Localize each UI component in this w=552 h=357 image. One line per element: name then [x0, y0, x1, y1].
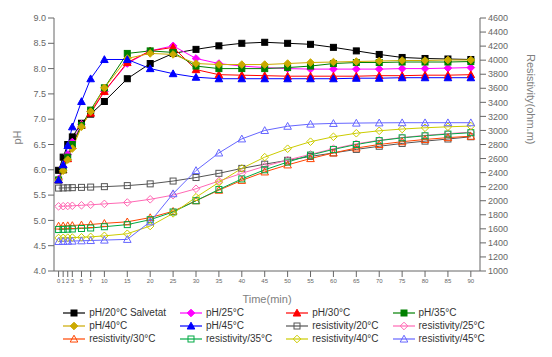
svg-text:3: 3 — [71, 278, 75, 284]
html-text:pH/40°C: pH/40°C — [89, 320, 128, 331]
svg-text:3200: 3200 — [488, 112, 508, 122]
svg-text:4.5: 4.5 — [33, 241, 46, 251]
svg-text:2000: 2000 — [488, 196, 508, 206]
svg-text:40: 40 — [238, 278, 245, 284]
svg-text:1: 1 — [61, 278, 65, 284]
svg-text:1800: 1800 — [488, 210, 508, 220]
svg-text:80: 80 — [422, 278, 429, 284]
svg-text:85: 85 — [445, 278, 452, 284]
html-text:resistivity/45°C: resistivity/45°C — [418, 333, 485, 344]
html-text:resistivity/25°C: resistivity/25°C — [418, 320, 485, 331]
svg-text:70: 70 — [376, 278, 383, 284]
html-text:resistivity/20°C: resistivity/20°C — [312, 320, 379, 331]
html-text:pH/45°C: pH/45°C — [206, 320, 244, 331]
svg-text:7: 7 — [89, 278, 93, 284]
html-text:resistivity/35°C: resistivity/35°C — [206, 333, 273, 344]
svg-text:7.0: 7.0 — [33, 114, 46, 124]
svg-text:3800: 3800 — [488, 69, 508, 79]
svg-text:2: 2 — [66, 278, 70, 284]
svg-text:1400: 1400 — [488, 238, 508, 248]
svg-text:15: 15 — [124, 278, 131, 284]
svg-text:75: 75 — [399, 278, 406, 284]
html-text:pH/30°C: pH/30°C — [312, 307, 351, 318]
svg-text:4000: 4000 — [488, 55, 508, 65]
svg-text:10: 10 — [101, 278, 108, 284]
html-text:pH/20°C Salvetat: pH/20°C Salvetat — [89, 307, 166, 318]
svg-text:pH: pH — [11, 130, 23, 144]
svg-text:Resistivity(ohm.m): Resistivity(ohm.m) — [525, 54, 537, 144]
svg-text:3600: 3600 — [488, 83, 508, 93]
svg-text:45: 45 — [261, 278, 268, 284]
svg-text:90: 90 — [467, 278, 474, 284]
svg-text:20: 20 — [147, 278, 154, 284]
svg-text:2400: 2400 — [488, 168, 508, 178]
svg-text:1600: 1600 — [488, 224, 508, 234]
svg-text:6.5: 6.5 — [33, 140, 46, 150]
svg-text:1000: 1000 — [488, 266, 508, 276]
svg-text:4400: 4400 — [488, 27, 508, 37]
svg-text:8.5: 8.5 — [33, 38, 46, 48]
html-text:resistivity/40°C: resistivity/40°C — [312, 333, 379, 344]
svg-text:30: 30 — [193, 278, 200, 284]
svg-text:5.0: 5.0 — [33, 216, 46, 226]
svg-text:35: 35 — [216, 278, 223, 284]
svg-text:8.0: 8.0 — [33, 64, 46, 74]
svg-text:25: 25 — [170, 278, 177, 284]
svg-text:9.0: 9.0 — [33, 13, 46, 23]
svg-text:50: 50 — [284, 278, 291, 284]
svg-text:0: 0 — [57, 278, 61, 284]
svg-text:3000: 3000 — [488, 126, 508, 136]
svg-text:60: 60 — [330, 278, 337, 284]
svg-text:3400: 3400 — [488, 98, 508, 108]
html-text:pH/35°C: pH/35°C — [418, 307, 457, 318]
svg-text:7.5: 7.5 — [33, 89, 46, 99]
svg-text:6.0: 6.0 — [33, 165, 46, 175]
svg-text:55: 55 — [307, 278, 314, 284]
html-text:pH/25°C: pH/25°C — [206, 307, 244, 318]
svg-text:2600: 2600 — [488, 154, 508, 164]
svg-text:2800: 2800 — [488, 140, 508, 150]
svg-text:Time(min): Time(min) — [242, 293, 291, 305]
html-text:resistivity/30°C: resistivity/30°C — [89, 333, 156, 344]
svg-text:1200: 1200 — [488, 252, 508, 262]
svg-text:65: 65 — [353, 278, 360, 284]
svg-text:4200: 4200 — [488, 41, 508, 51]
svg-text:4600: 4600 — [488, 13, 508, 23]
svg-text:5: 5 — [80, 278, 84, 284]
svg-text:4.0: 4.0 — [33, 266, 46, 276]
svg-text:2200: 2200 — [488, 182, 508, 192]
svg-text:5.5: 5.5 — [33, 190, 46, 200]
